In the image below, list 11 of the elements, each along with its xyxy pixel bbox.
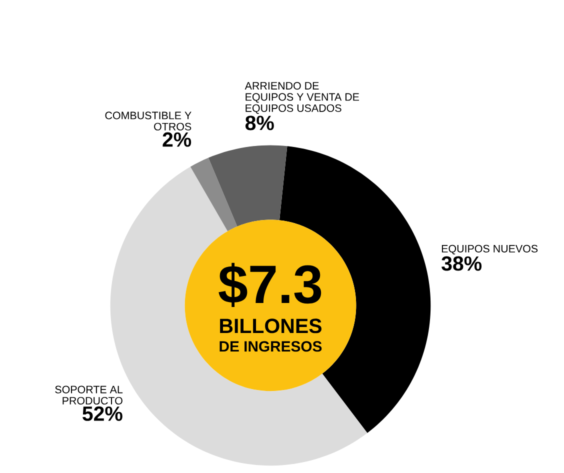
slice-label: SOPORTE AL PRODUCTO <box>55 386 123 405</box>
text: DE INGRESOS <box>220 341 322 352</box>
data-label: 8% <box>245 116 274 130</box>
text: $7.3 <box>218 262 322 307</box>
slice-label: COMBUSTIBLE Y OTROS <box>105 112 192 130</box>
data-label: 2% <box>162 132 192 147</box>
slice-label: ARRIENDO DE EQUIPOS Y VENTA DE EQUIPOS USADOS <box>244 82 359 114</box>
text: BILLONES <box>220 318 322 334</box>
data-label: 52% <box>82 406 122 421</box>
data-label: 38% <box>442 256 482 271</box>
slice-label: EQUIPOS NUEVOS <box>442 244 538 254</box>
